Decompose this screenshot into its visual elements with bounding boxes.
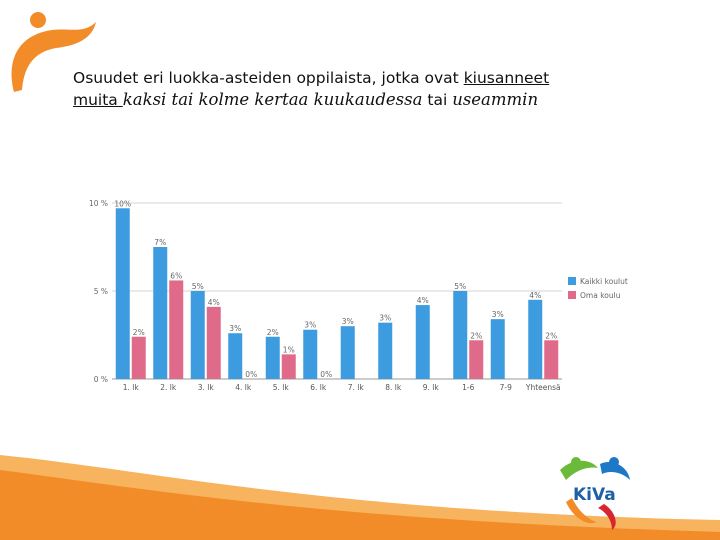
x-tick-label: 7-9 bbox=[500, 383, 512, 392]
x-tick-label: 5. lk bbox=[273, 383, 290, 392]
title-underlined-1: kiusanneet bbox=[463, 69, 550, 87]
legend: Kaikki koulut Oma koulu bbox=[568, 277, 628, 300]
bar-oma-koulu bbox=[544, 340, 559, 379]
bar-kaikki-koulut bbox=[190, 291, 205, 379]
kiva-head-blue bbox=[609, 457, 619, 467]
slide-title: Osuudet eri luokka-asteiden oppilaista, … bbox=[73, 68, 673, 111]
data-label: 1% bbox=[283, 345, 295, 354]
x-tick-label: Yhteensä bbox=[525, 383, 561, 392]
title-italic-1: kaksi tai kolme kertaa kuukaudessa bbox=[122, 90, 423, 109]
y-tick-label: 0 % bbox=[94, 375, 108, 384]
data-label: 3% bbox=[229, 324, 241, 333]
x-tick-label: 4. lk bbox=[235, 383, 252, 392]
data-label: 5% bbox=[454, 282, 466, 291]
legend-label: Oma koulu bbox=[580, 291, 621, 300]
data-label: 4% bbox=[529, 291, 541, 300]
kiva-figure-red bbox=[598, 504, 616, 530]
bar-kaikki-koulut bbox=[378, 322, 393, 379]
swirl-logo-dot bbox=[30, 12, 46, 28]
x-tick-label: 8. lk bbox=[385, 383, 402, 392]
bar-kaikki-koulut bbox=[228, 333, 243, 379]
bar-oma-koulu bbox=[131, 336, 146, 379]
x-tick-label: 2. lk bbox=[160, 383, 177, 392]
swirl-logo-arc bbox=[11, 22, 96, 92]
x-tick-label: 3. lk bbox=[198, 383, 215, 392]
data-label: 0% bbox=[320, 370, 332, 379]
kiva-head-green bbox=[571, 457, 581, 467]
x-tick-label: 7. lk bbox=[348, 383, 365, 392]
x-tick-label: 1-6 bbox=[462, 383, 474, 392]
data-label: 4% bbox=[208, 298, 220, 307]
legend-swatch bbox=[568, 277, 576, 285]
data-label: 4% bbox=[417, 296, 429, 305]
bar-kaikki-koulut bbox=[490, 319, 505, 379]
wave-band-dark bbox=[0, 470, 720, 540]
bar-oma-koulu bbox=[469, 340, 484, 379]
title-italic-2: useammin bbox=[452, 90, 539, 109]
bar-kaikki-koulut bbox=[303, 329, 318, 379]
data-label: 7% bbox=[154, 238, 166, 247]
data-label: 3% bbox=[379, 314, 391, 323]
data-label: 3% bbox=[492, 310, 504, 319]
bar-kaikki-koulut bbox=[340, 326, 355, 379]
data-label: 2% bbox=[267, 328, 279, 337]
bar-kaikki-koulut bbox=[153, 247, 168, 379]
bar-kaikki-koulut bbox=[115, 208, 130, 379]
bar-oma-koulu bbox=[206, 306, 221, 379]
title-underlined-2: muita bbox=[73, 91, 123, 109]
data-label: 2% bbox=[545, 331, 557, 340]
x-tick-label: 6. lk bbox=[310, 383, 327, 392]
x-tick-label: 1. lk bbox=[123, 383, 140, 392]
bar-kaikki-koulut bbox=[453, 291, 468, 379]
kiva-figure-orange bbox=[566, 498, 596, 524]
bar-layer bbox=[115, 208, 559, 379]
label-layer: 0 % 5 % 10 % 10% 7% 5% 3% 2% 3% 3% 3% 4% 5% 3% 4% 2% 6% 4… bbox=[89, 199, 561, 392]
kiva-figure-green bbox=[560, 460, 598, 480]
y-tick-label: 10 % bbox=[89, 199, 108, 208]
legend-swatch bbox=[568, 291, 576, 299]
title-text-1: Osuudet eri luokka-asteiden oppilaista, … bbox=[73, 69, 464, 87]
data-label: 3% bbox=[304, 321, 316, 330]
data-label: 3% bbox=[342, 317, 354, 326]
bar-oma-koulu bbox=[281, 354, 296, 379]
data-label: 5% bbox=[192, 282, 204, 291]
grid-layer bbox=[112, 202, 562, 380]
data-label: 10% bbox=[114, 199, 131, 208]
kiva-figure-blue bbox=[600, 461, 630, 480]
x-tick-label: 9. lk bbox=[423, 383, 440, 392]
legend-label: Kaikki koulut bbox=[580, 277, 628, 286]
kiva-logo-text: KiVa bbox=[573, 485, 616, 505]
bar-oma-koulu bbox=[169, 280, 184, 379]
bar-kaikki-koulut bbox=[528, 299, 543, 379]
data-label: 0% bbox=[245, 370, 257, 379]
swirl-logo bbox=[11, 12, 96, 92]
title-text-mid: tai bbox=[422, 91, 453, 109]
data-label: 2% bbox=[133, 328, 145, 337]
data-label: 2% bbox=[470, 331, 482, 340]
bar-kaikki-koulut bbox=[265, 336, 280, 379]
y-tick-label: 5 % bbox=[94, 287, 108, 296]
data-label: 6% bbox=[170, 271, 182, 280]
bar-kaikki-koulut bbox=[415, 305, 430, 379]
